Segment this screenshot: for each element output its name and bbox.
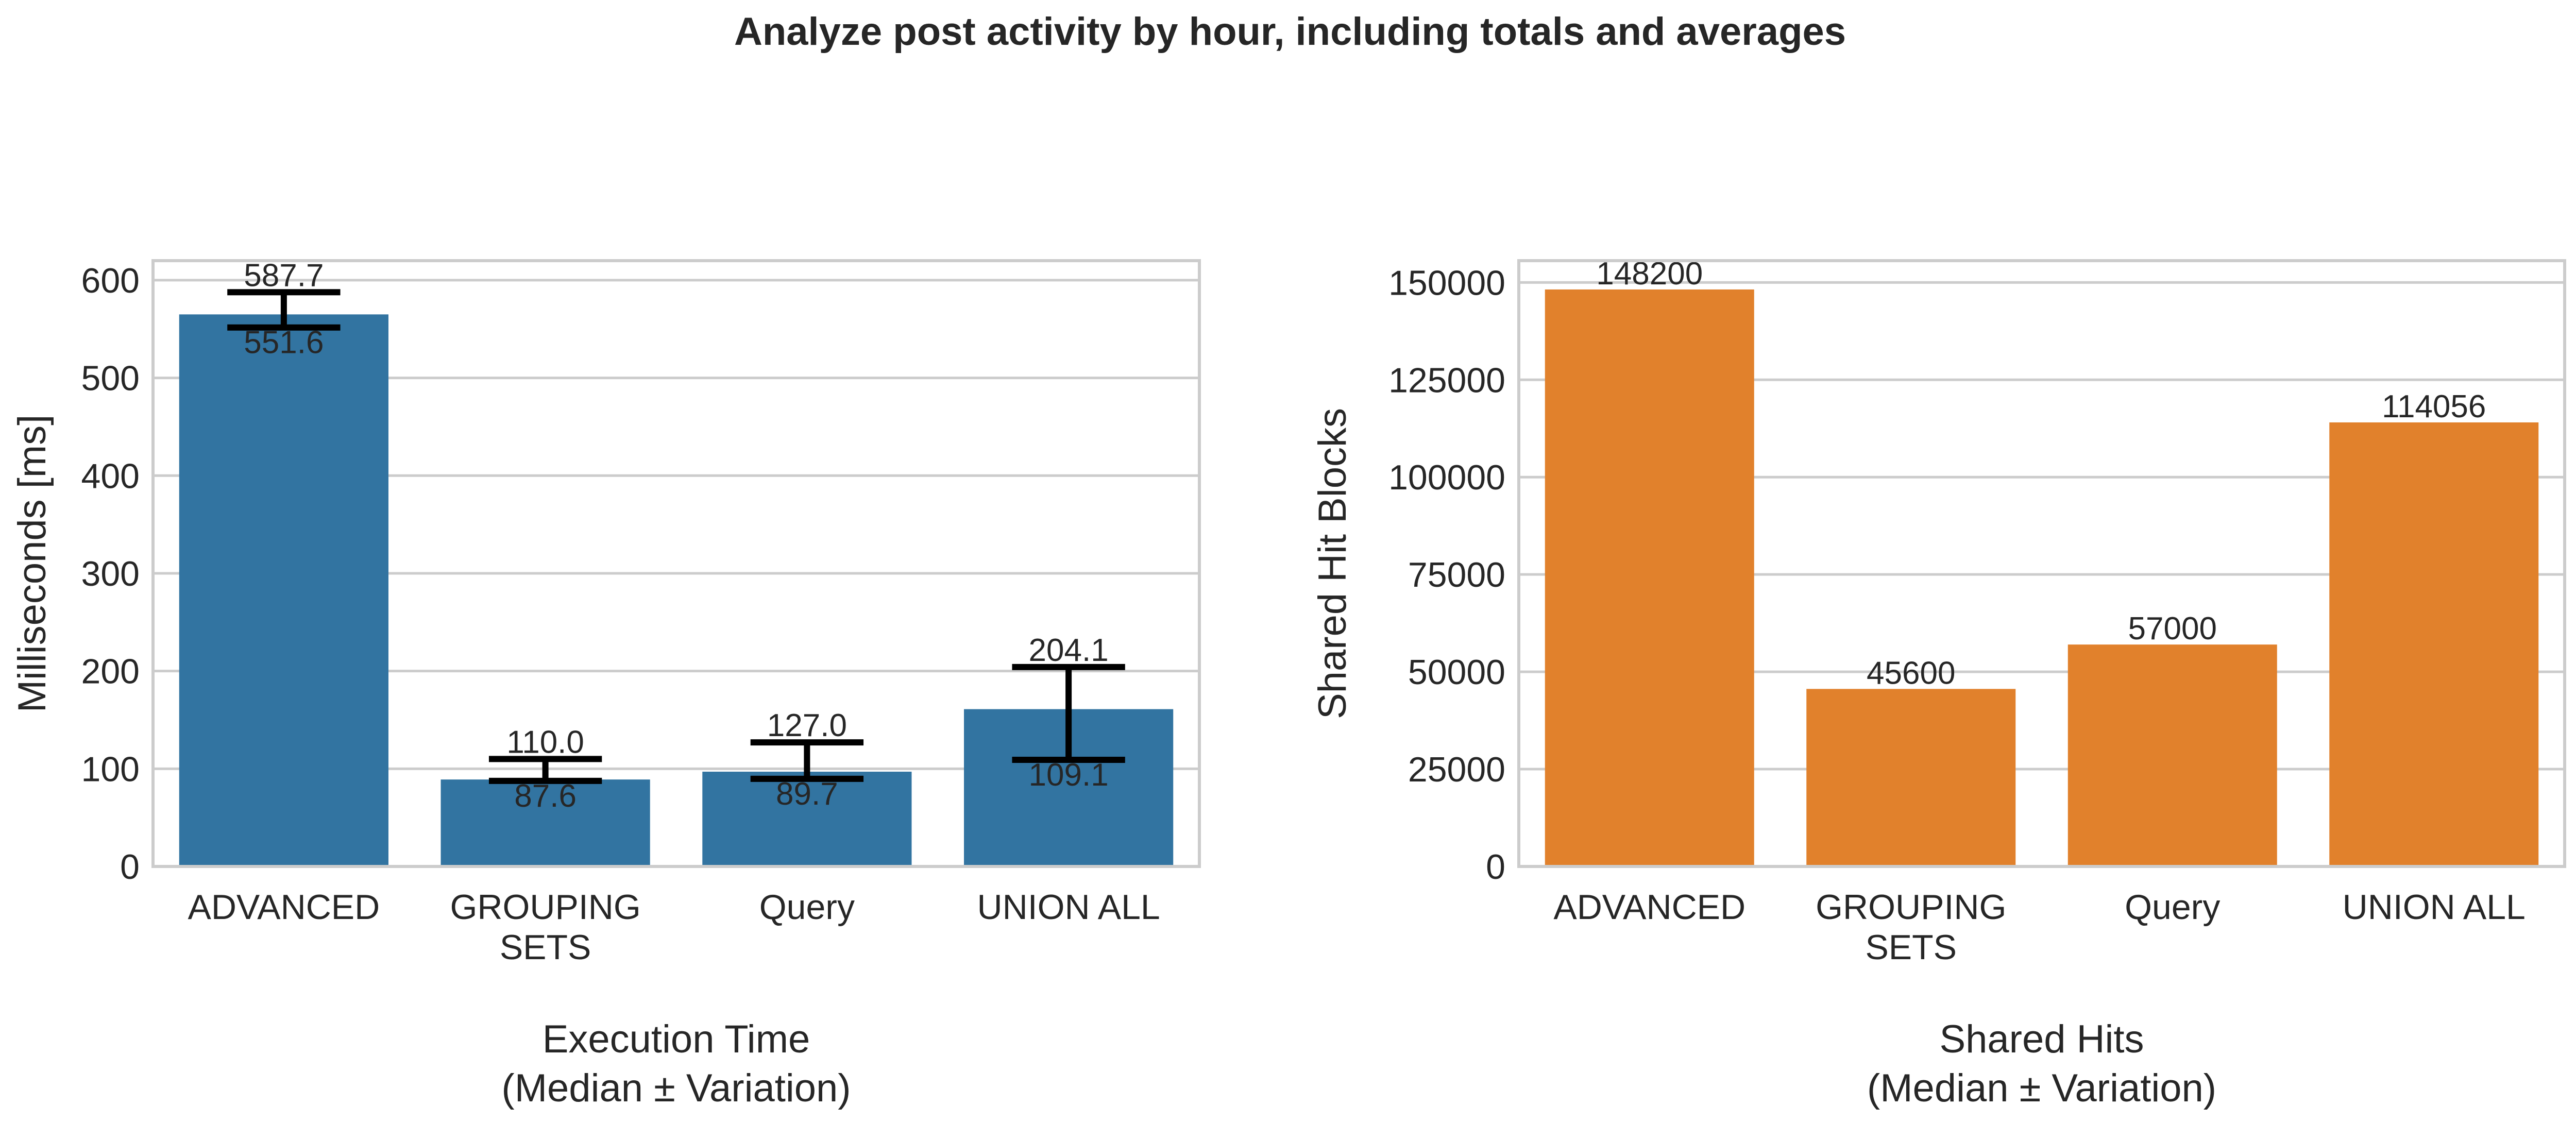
y-tick-label: 100000 [1388, 458, 1505, 497]
bar [1545, 289, 1754, 867]
x-tick-label: ADVANCED [1553, 888, 1745, 927]
y-tick-label: 50000 [1408, 653, 1505, 692]
plot-frame [151, 259, 1201, 868]
bar [179, 314, 388, 867]
y-tick-label: 500 [81, 359, 140, 398]
x-tick-label: Query [759, 888, 855, 927]
y-axis-label: Shared Hit Blocks [1311, 408, 1354, 719]
shared-hits-chart: 0 25000 50000 75000 100000 125000 150000 ADVANC… [1311, 256, 2566, 1110]
execution-time-chart: 0 100 200 300 400 500 600 ADVANCED GROUPING SETS Q… [10, 258, 1201, 1110]
value-label: 114056 [2382, 389, 2486, 424]
error-high-label: 127.0 [767, 708, 847, 743]
error-high-label: 110.0 [506, 724, 584, 760]
bar [702, 772, 912, 866]
error-low-label: 551.6 [244, 325, 324, 361]
x-tick-label: ADVANCED [188, 888, 380, 927]
x-axis-label: Execution Time (Median ± Variation) [501, 1017, 851, 1110]
y-tick-label: 0 [120, 847, 140, 887]
error-high-label: 204.1 [1029, 633, 1109, 668]
bar [440, 779, 650, 866]
value-label: 45600 [1867, 655, 1955, 691]
plot-frame [1517, 259, 2566, 868]
bar [1806, 689, 2016, 866]
x-tick-label: GROUPING SETS [1816, 888, 2006, 967]
y-axis-label: Milliseconds [ms] [10, 415, 54, 713]
y-tick-label: 75000 [1408, 555, 1505, 594]
x-tick-label: Query [2125, 888, 2220, 927]
x-axis-label: Shared Hits (Median ± Variation) [1867, 1017, 2216, 1110]
error-high-label: 587.7 [244, 258, 324, 293]
y-tick-label: 400 [81, 456, 140, 496]
y-tick-label: 150000 [1388, 263, 1505, 302]
value-label: 57000 [2128, 611, 2217, 646]
y-tick-label: 0 [1486, 847, 1505, 887]
y-tick-label: 25000 [1408, 750, 1505, 789]
figure-title: Analyze post activity by hour, including… [734, 10, 1846, 54]
x-tick-label: UNION ALL [977, 888, 1160, 927]
y-tick-label: 300 [81, 554, 140, 593]
y-tick-label: 100 [81, 750, 140, 789]
error-low-label: 109.1 [1029, 757, 1109, 793]
bar [2329, 422, 2539, 866]
x-tick-label: GROUPING SETS [450, 888, 641, 967]
x-tick-label: UNION ALL [2343, 888, 2526, 927]
error-low-label: 87.6 [514, 778, 577, 814]
y-tick-label: 200 [81, 652, 140, 691]
y-tick-label: 600 [81, 261, 140, 300]
error-low-label: 89.7 [776, 776, 838, 812]
bar [2067, 644, 2277, 866]
y-tick-label: 125000 [1388, 361, 1505, 400]
